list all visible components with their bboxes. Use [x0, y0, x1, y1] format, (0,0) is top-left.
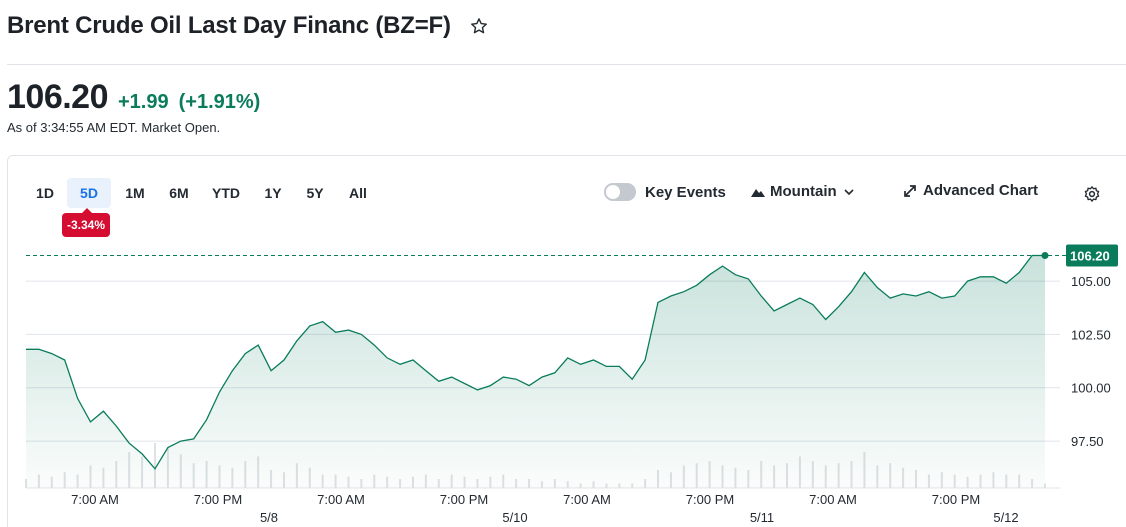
- last-price-text: 106.20: [1070, 248, 1110, 263]
- date-label: 5/11: [750, 510, 774, 525]
- chart-type-dropdown[interactable]: Mountain: [751, 183, 854, 200]
- header-divider: [7, 64, 1126, 65]
- x-tick-label: 7:00 AM: [317, 492, 365, 507]
- range-1d[interactable]: 1D: [36, 185, 54, 201]
- date-label: 5/10: [502, 510, 527, 525]
- range-1m[interactable]: 1M: [125, 185, 145, 201]
- range-change-badge: -3.34%: [62, 208, 111, 237]
- y-tick-label: 97.50: [1071, 434, 1104, 449]
- key-events-label: Key Events: [645, 183, 726, 201]
- star-icon[interactable]: [469, 16, 489, 36]
- chevron-down-icon: [844, 188, 854, 195]
- x-tick-label: 7:00 PM: [194, 492, 242, 507]
- volume-bar: [153, 443, 156, 488]
- range-1y[interactable]: 1Y: [264, 185, 282, 201]
- y-tick-label: 100.00: [1071, 381, 1111, 396]
- chart-type-label: Mountain: [770, 183, 837, 200]
- price-line: [26, 254, 1045, 470]
- quote-timestamp: As of 3:34:55 AM EDT. Market Open.: [7, 120, 221, 135]
- quote-row: 106.20 +1.99 (+1.91%): [7, 78, 260, 117]
- range-selector: 1D 5D 1M 6M YTD 1Y 5Y All: [30, 178, 373, 208]
- x-tick-label: 7:00 PM: [932, 492, 980, 507]
- date-label: 5/8: [260, 510, 278, 525]
- mountain-icon: [751, 188, 765, 197]
- price-change-percent: (+1.91%): [178, 91, 261, 113]
- x-tick-label: 7:00 PM: [440, 492, 488, 507]
- advanced-chart-label: Advanced Chart: [923, 182, 1039, 199]
- range-5d[interactable]: 5D: [67, 178, 111, 208]
- x-tick-label: 7:00 AM: [809, 492, 857, 507]
- gear-icon[interactable]: [1083, 185, 1101, 203]
- x-tick-label: 7:00 AM: [563, 492, 611, 507]
- last-price-dot: [1041, 251, 1049, 259]
- x-tick-label: 7:00 PM: [686, 492, 734, 507]
- y-tick-label: 102.50: [1071, 327, 1111, 342]
- chart-card: [7, 155, 1126, 527]
- advanced-chart-button[interactable]: Advanced Chart: [903, 182, 1038, 199]
- range-6m[interactable]: 6M: [169, 185, 189, 201]
- date-label: 5/12: [993, 510, 1018, 525]
- toggle-switch[interactable]: [604, 183, 636, 201]
- current-price: 106.20: [7, 78, 109, 116]
- y-tick-label: 105.00: [1071, 274, 1111, 289]
- price-change: +1.99: [118, 91, 169, 113]
- key-events-toggle[interactable]: Key Events: [604, 183, 726, 201]
- page-title: Brent Crude Oil Last Day Financ (BZ=F): [7, 12, 451, 39]
- last-price-label: 106.20: [1066, 244, 1118, 267]
- range-all[interactable]: All: [349, 185, 367, 201]
- price-area: [26, 255, 1045, 488]
- expand-icon: [904, 184, 916, 197]
- range-5y[interactable]: 5Y: [306, 185, 324, 201]
- range-ytd[interactable]: YTD: [212, 185, 240, 201]
- x-tick-label: 7:00 AM: [71, 492, 119, 507]
- header: Brent Crude Oil Last Day Financ (BZ=F): [7, 12, 489, 40]
